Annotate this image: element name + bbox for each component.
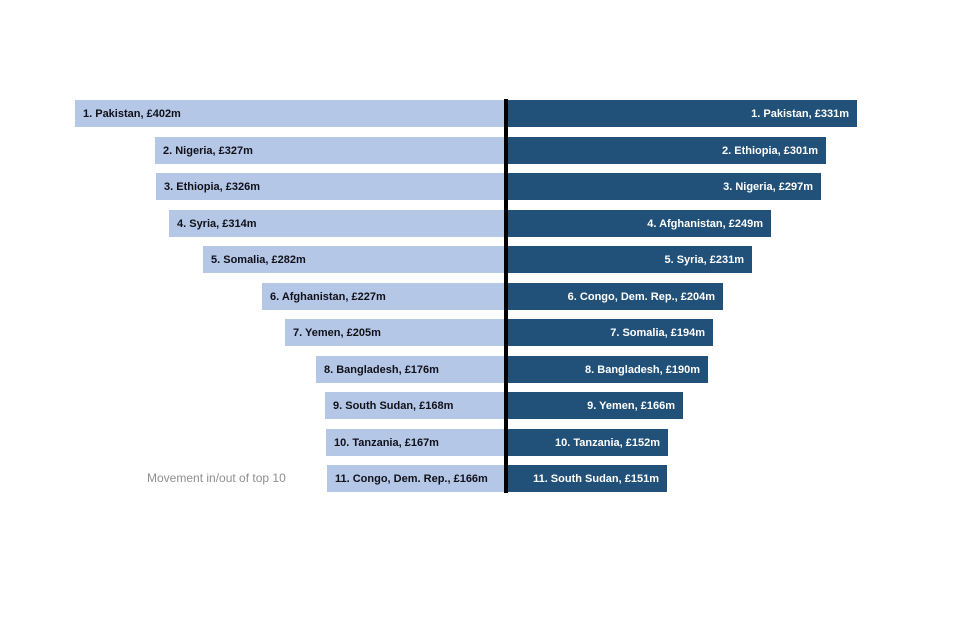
left-bar-2: 2. Nigeria, £327m (155, 137, 504, 164)
left-bar-3: 3. Ethiopia, £326m (156, 173, 504, 200)
movement-annotation: Movement in/out of top 10 (147, 471, 286, 485)
right-bar-1: 1. Pakistan, £331m (508, 100, 857, 127)
right-bar-2: 2. Ethiopia, £301m (508, 137, 826, 164)
right-bar-4: 4. Afghanistan, £249m (508, 210, 771, 237)
left-bar-1: 1. Pakistan, £402m (75, 100, 504, 127)
right-bar-7: 7. Somalia, £194m (508, 319, 713, 346)
left-bar-10: 10. Tanzania, £167m (326, 429, 504, 456)
right-bar-6: 6. Congo, Dem. Rep., £204m (508, 283, 723, 310)
left-bar-11: 11. Congo, Dem. Rep., £166m (327, 465, 504, 492)
left-bar-4: 4. Syria, £314m (169, 210, 504, 237)
right-bar-8: 8. Bangladesh, £190m (508, 356, 708, 383)
right-bar-11: 11. South Sudan, £151m (508, 465, 667, 492)
right-bar-10: 10. Tanzania, £152m (508, 429, 668, 456)
left-bar-8: 8. Bangladesh, £176m (316, 356, 504, 383)
right-bar-5: 5. Syria, £231m (508, 246, 752, 273)
right-bar-9: 9. Yemen, £166m (508, 392, 683, 419)
left-bar-9: 9. South Sudan, £168m (325, 392, 504, 419)
right-bar-3: 3. Nigeria, £297m (508, 173, 821, 200)
left-bar-7: 7. Yemen, £205m (285, 319, 504, 346)
left-bar-5: 5. Somalia, £282m (203, 246, 504, 273)
left-bar-6: 6. Afghanistan, £227m (262, 283, 504, 310)
center-divider-line (504, 99, 508, 493)
